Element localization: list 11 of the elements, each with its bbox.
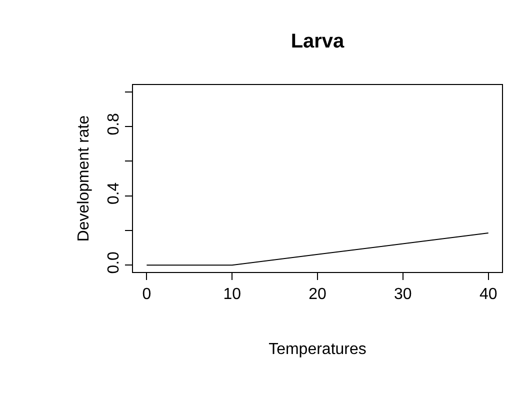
- x-tick-label: 0: [142, 286, 152, 304]
- y-tick-label: 0.4: [106, 182, 123, 205]
- x-tick-label: 40: [479, 286, 498, 304]
- y-tick-label: 0.8: [106, 112, 123, 136]
- x-tick-label: 20: [308, 286, 326, 304]
- chart-title: Larva: [290, 30, 346, 52]
- x-tick-label: 10: [223, 286, 242, 304]
- y-axis-title: Development rate: [76, 115, 92, 242]
- y-tick-label: 0.0: [106, 251, 123, 274]
- x-axis-title: Temperatures: [268, 340, 366, 358]
- x-tick-label: 30: [394, 286, 412, 304]
